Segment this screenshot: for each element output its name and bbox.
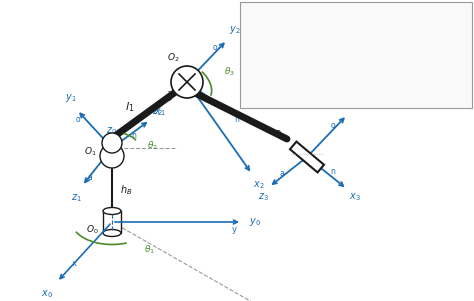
Text: n: n — [330, 166, 336, 175]
Bar — [240, 2, 472, 108]
Text: a: a — [167, 89, 172, 98]
Text: o: o — [213, 42, 217, 51]
Text: $\theta_3$: $\theta_3$ — [224, 66, 235, 78]
Text: $\theta_2$: $\theta_2$ — [146, 140, 157, 152]
Text: a: a — [88, 173, 92, 182]
Text: $x_0$: $x_0$ — [41, 288, 53, 300]
Circle shape — [100, 144, 124, 168]
Text: $z_3$: $z_3$ — [257, 191, 268, 203]
Text: $\theta_1$: $\theta_1$ — [145, 244, 155, 256]
Text: $y_0$: $y_0$ — [249, 216, 261, 228]
Text: l₁: Length of the 1st. link: l₁: Length of the 1st. link — [245, 23, 343, 33]
Text: $x_2$: $x_2$ — [253, 179, 265, 191]
Text: $z_2$: $z_2$ — [152, 106, 163, 118]
Text: x: x — [72, 259, 76, 268]
Text: $z_0$: $z_0$ — [107, 125, 118, 137]
Text: $x_1$: $x_1$ — [154, 106, 166, 118]
Text: θ₃: Angular movement of the 3rd. articulation: θ₃: Angular movement of the 3rd. articul… — [245, 89, 429, 98]
Text: y: y — [231, 225, 237, 234]
Text: n: n — [235, 116, 239, 125]
Text: $O_1$: $O_1$ — [84, 146, 96, 158]
Text: θ₂: Angular movement of the 2nd. articulation: θ₂: Angular movement of the 2nd. articul… — [245, 73, 430, 82]
Text: $z_1$: $z_1$ — [71, 192, 82, 204]
Text: $O_0$: $O_0$ — [86, 224, 98, 236]
Text: $y_1$: $y_1$ — [65, 92, 77, 104]
Text: o: o — [331, 120, 335, 129]
Ellipse shape — [103, 229, 121, 237]
Text: $h_B$: $h_B$ — [120, 184, 132, 197]
Text: l₂: Length of the 2nd. link: l₂: Length of the 2nd. link — [245, 40, 346, 49]
Text: $l_1$: $l_1$ — [125, 100, 134, 114]
Text: o: o — [76, 116, 80, 125]
Polygon shape — [290, 141, 324, 172]
Text: hʙ: Base height: hʙ: Base height — [245, 7, 307, 16]
Bar — [103, 211, 121, 233]
Text: $x_3$: $x_3$ — [349, 191, 361, 203]
Text: $y_3$: $y_3$ — [348, 99, 360, 111]
Text: a: a — [280, 169, 284, 178]
Text: $O_3$: $O_3$ — [273, 129, 285, 141]
Ellipse shape — [103, 207, 121, 215]
Circle shape — [171, 66, 203, 98]
Text: $O_2$: $O_2$ — [167, 52, 179, 64]
Text: $y_2$: $y_2$ — [229, 24, 241, 36]
Circle shape — [102, 133, 122, 153]
Text: $l_2$: $l_2$ — [270, 82, 280, 96]
Text: n: n — [132, 132, 137, 141]
Text: z: z — [116, 147, 120, 156]
Text: θ₁: Angular movement of the 1st. articulation: θ₁: Angular movement of the 1st. articul… — [245, 56, 428, 65]
